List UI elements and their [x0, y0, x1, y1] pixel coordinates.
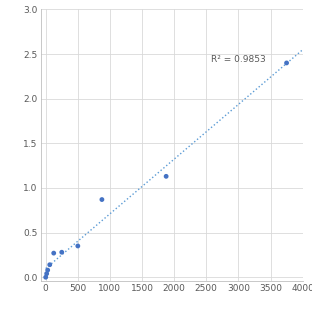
Point	[163, 174, 168, 179]
Point	[45, 268, 50, 273]
Point	[75, 243, 80, 248]
Point	[284, 61, 289, 66]
Point	[47, 262, 52, 267]
Point	[51, 251, 56, 256]
Text: R² = 0.9853: R² = 0.9853	[212, 55, 266, 64]
Point	[59, 250, 64, 255]
Point	[100, 197, 105, 202]
Point	[43, 275, 48, 280]
Point	[44, 271, 49, 276]
